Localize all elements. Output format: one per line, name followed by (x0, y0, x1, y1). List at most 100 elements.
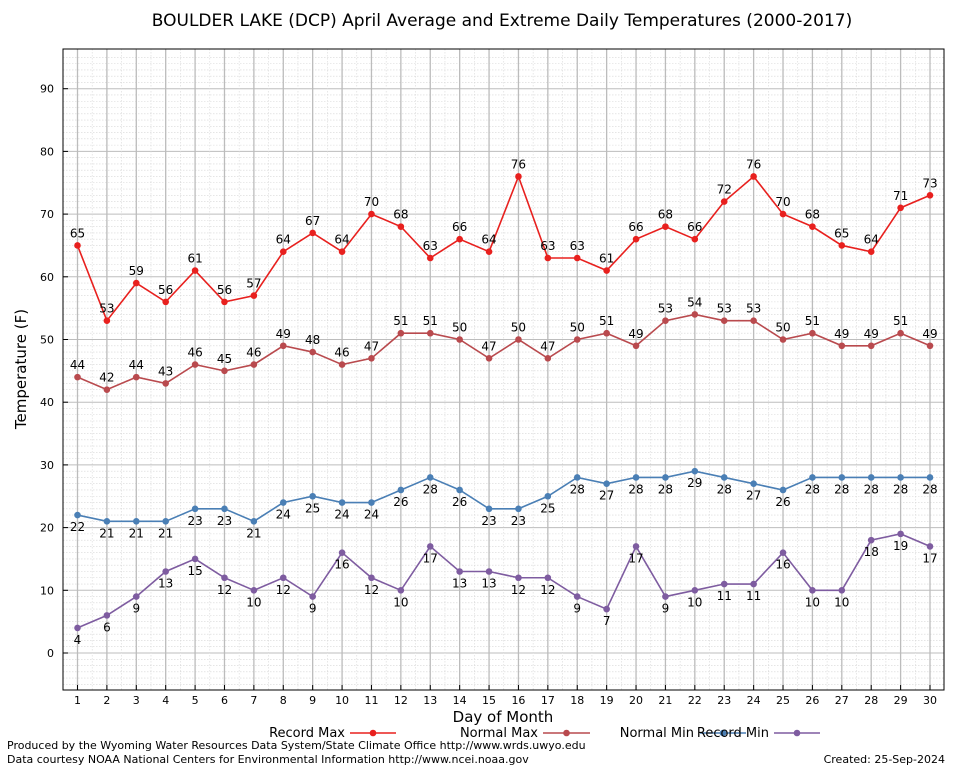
normal-min-data-label: 28 (717, 482, 732, 496)
normal-max-data-label: 53 (746, 302, 761, 316)
normal-min-point (221, 505, 228, 513)
record-min-point (750, 580, 757, 588)
normal-min-data-label: 23 (481, 514, 496, 528)
record-min-line (77, 533, 931, 629)
record-max-point (221, 298, 228, 306)
record-max-data-label: 67 (305, 214, 320, 228)
y-axis: 0 10 20 30 40 50 60 70 80 90 (40, 83, 68, 660)
record-max-point (809, 223, 816, 230)
normal-min-point (456, 486, 463, 494)
y-tick-label: 50 (40, 334, 54, 347)
normal-max-point (338, 361, 346, 368)
x-tick-label: 23 (717, 694, 731, 707)
normal-min-point (867, 474, 875, 481)
normal-min-point (603, 480, 610, 488)
normal-max-data-label: 51 (599, 314, 614, 328)
record-max-legend-label: Record Max (269, 726, 345, 741)
record-max-point (309, 229, 316, 237)
y-tick-label: 10 (40, 584, 54, 597)
record-min-data-label: 19 (893, 539, 908, 553)
record-min-data-label: 9 (573, 602, 581, 616)
x-tick-label: 3 (133, 694, 140, 707)
record-max-data-label: 73 (922, 176, 937, 190)
normal-min-point (162, 518, 169, 525)
normal-min-data-label: 26 (393, 495, 408, 509)
record-min-point (926, 543, 934, 550)
normal-max-data-label: 47 (481, 339, 496, 353)
record-max-data-label: 65 (70, 226, 85, 240)
normal-max-data-label: 50 (570, 321, 585, 335)
record-min-point (132, 593, 140, 600)
record-max-data-label: 57 (246, 277, 261, 291)
record-min-point (779, 549, 787, 556)
x-tick-label: 11 (364, 694, 378, 707)
normal-max-point (544, 355, 552, 362)
normal-min-point (632, 474, 640, 481)
normal-max-data-label: 47 (540, 339, 555, 353)
record-max-data-label: 70 (364, 195, 379, 209)
normal-max-line (77, 313, 931, 391)
record-max-point (632, 235, 640, 243)
normal-max-data-label: 51 (893, 314, 908, 328)
record-min-data-label: 15 (187, 564, 202, 578)
record-min-point (221, 574, 228, 582)
record-max-data-label: 63 (540, 239, 555, 253)
record-min-point (867, 536, 875, 544)
record-min-point (515, 574, 522, 582)
normal-max-data-label: 49 (922, 327, 937, 341)
normal-max-point (926, 342, 934, 350)
record-max-point (279, 248, 287, 256)
normal-max-point (897, 329, 904, 337)
record-max-point (103, 317, 111, 324)
record-max-line (76, 174, 931, 323)
normal-max-point (221, 367, 228, 375)
record-max-point (750, 173, 757, 180)
record-min-data-label: 10 (805, 595, 820, 609)
record-min-point (162, 568, 169, 575)
record-max-point (573, 254, 581, 262)
normal-max-point (603, 329, 610, 337)
y-axis-label: Temperature (F) (12, 309, 30, 430)
normal-max-point (103, 386, 111, 393)
record-min-point (603, 605, 610, 613)
record-max-point (779, 210, 787, 218)
record-min-data-label: 12 (364, 583, 379, 597)
record-max-point (867, 248, 875, 256)
normal-max-data-label: 50 (775, 321, 790, 335)
normal-min-point (485, 505, 493, 513)
record-min-point (103, 612, 111, 619)
record-min-point (309, 593, 316, 600)
normal-min-point (926, 474, 934, 481)
normal-min-series: 22 21 21 21 23 23 21 24 25 24 24 26 28 26 23 23 25 28 27 28… (70, 467, 938, 540)
record-max-point (485, 248, 493, 256)
normal-max-point (132, 373, 140, 381)
record-min-data-label: 9 (132, 602, 140, 616)
normal-max-data-label: 53 (717, 302, 732, 316)
record-max-data-label: 64 (481, 233, 496, 247)
x-tick-label: 8 (280, 694, 287, 707)
record-min-point (691, 587, 699, 594)
normal-min-point (573, 474, 581, 481)
y-tick-label: 20 (40, 522, 54, 535)
normal-max-data-label: 48 (305, 333, 320, 347)
normal-max-point (720, 317, 728, 324)
record-max-point (691, 235, 699, 243)
x-tick-label: 4 (162, 694, 169, 707)
normal-max-data-label: 50 (452, 321, 467, 335)
record-min-data-label: 12 (511, 583, 526, 597)
record-min-legend-label: Record Min (697, 726, 769, 741)
normal-min-line (77, 470, 930, 523)
y-tick-label: 90 (40, 83, 54, 96)
record-min-data-label: 10 (687, 595, 702, 609)
normal-min-data-label: 26 (775, 495, 790, 509)
record-max-data-label: 63 (570, 239, 585, 253)
normal-max-point (426, 329, 434, 337)
record-max-data-label: 66 (687, 220, 702, 234)
record-max-point (250, 292, 258, 299)
normal-min-data-label: 25 (540, 501, 555, 515)
normal-min-point (897, 474, 904, 481)
record-max-point (191, 267, 199, 274)
record-min-data-label: 18 (864, 545, 879, 559)
